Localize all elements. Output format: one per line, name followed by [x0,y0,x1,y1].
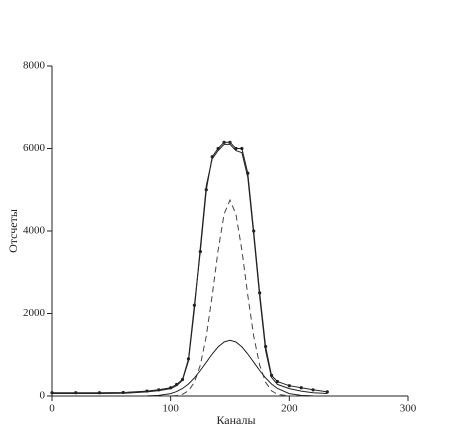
data-point [240,146,244,151]
x-tick-label: 200 [281,403,298,415]
data-point [311,388,315,392]
series-line [52,339,328,397]
y-tick-label: 0 [40,390,46,402]
x-axis-label: Каналы [216,413,255,427]
data-point [325,390,329,394]
data-point [299,386,303,390]
x-tick-label: 100 [162,403,179,415]
series-line [52,143,328,394]
y-tick-label: 4000 [23,225,46,237]
data-point [275,379,280,384]
data-point [222,140,226,144]
y-axis-label: Отсчеты [6,209,20,253]
data-point [287,384,291,388]
y-tick-label: 8000 [23,60,46,72]
data-point [228,140,232,144]
series-line [52,198,328,397]
x-tick-label: 0 [49,403,55,415]
y-tick-label: 2000 [23,307,46,319]
x-tick-label: 300 [400,403,417,415]
y-tick-label: 6000 [23,142,46,154]
